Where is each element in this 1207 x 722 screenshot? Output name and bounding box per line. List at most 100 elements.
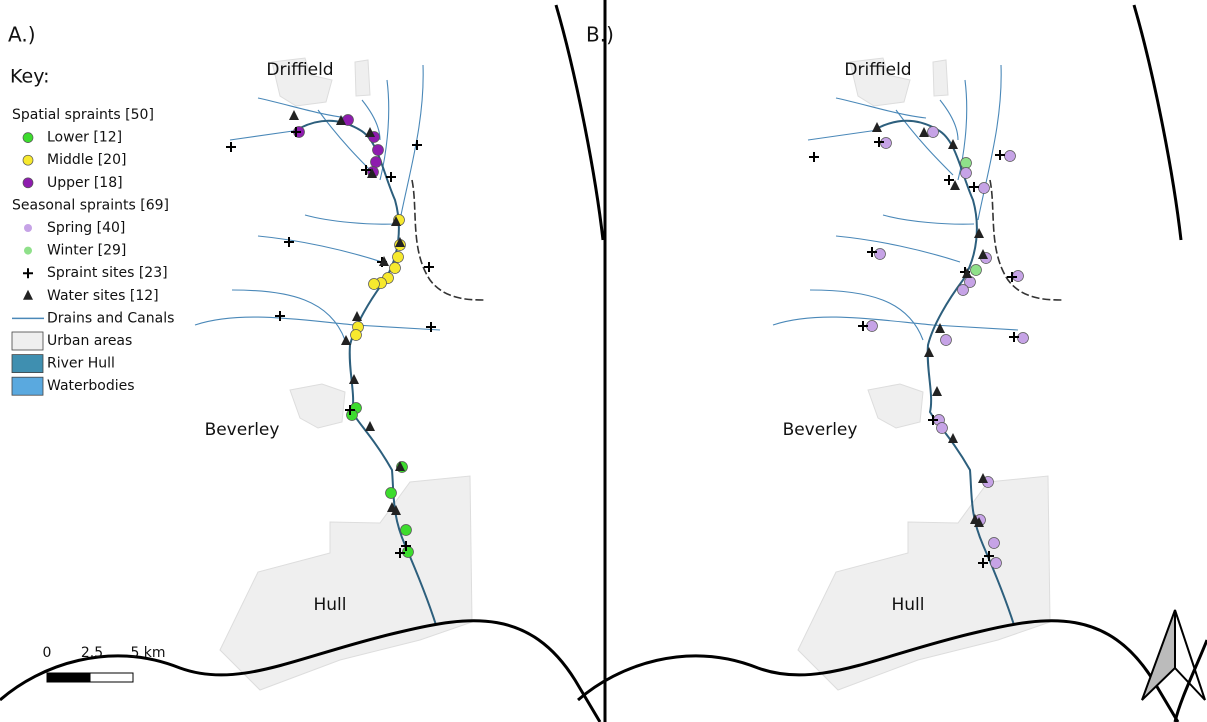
water-site	[379, 256, 389, 266]
water-site	[352, 311, 362, 321]
water-site	[367, 168, 377, 178]
coastline	[0, 619, 602, 722]
spraint-point	[970, 264, 982, 276]
coastline	[1173, 639, 1207, 722]
water-site	[349, 374, 359, 384]
spraint-point	[988, 537, 1000, 549]
spraint-site	[23, 268, 33, 279]
drain	[257, 235, 383, 263]
place-name: Driffield	[266, 60, 333, 80]
legend-entry: Upper [18]	[47, 175, 123, 191]
spraint-site	[995, 150, 1005, 160]
place-name: Beverley	[783, 420, 858, 440]
legend-symbol	[11, 354, 44, 374]
spraint-point	[400, 524, 412, 536]
urban-area	[932, 59, 949, 97]
spraint-point	[368, 278, 380, 290]
legend-entry: Drains and Canals	[47, 310, 174, 326]
spraint-site	[1007, 272, 1017, 282]
water-site	[935, 323, 945, 333]
spraint-point	[370, 156, 382, 168]
legend-title: Key:	[10, 66, 49, 88]
water-site	[872, 122, 882, 132]
spraint-point	[927, 126, 939, 138]
scale-label: 2.5	[81, 645, 103, 661]
scale-label: 0	[43, 645, 52, 661]
spraint-site	[858, 321, 868, 331]
canal	[989, 179, 1064, 301]
legend-entry: Spring [40]	[47, 220, 125, 236]
water-site	[948, 433, 958, 443]
spraint-site	[226, 142, 236, 152]
urban-area	[271, 57, 333, 107]
legend-entry: Water sites [12]	[47, 288, 159, 304]
legend-entry: Urban areas	[47, 333, 132, 349]
legend-entry: River Hull	[47, 356, 115, 372]
map-panel: A.) Driffield Beverley Hull	[0, 4, 605, 722]
urban-area	[867, 383, 924, 429]
water-site	[365, 421, 375, 431]
place-name: Hull	[891, 595, 924, 615]
drain	[835, 97, 927, 119]
spraint-site	[361, 165, 371, 175]
legend-symbol	[24, 246, 32, 255]
scale-bar	[46, 672, 91, 683]
legend-symbol	[22, 154, 34, 166]
spraint-point	[372, 144, 384, 156]
water-site	[948, 139, 958, 149]
urban-area	[797, 475, 1051, 691]
water-site	[395, 461, 405, 471]
coastline	[577, 619, 1180, 722]
spraint-point	[1017, 332, 1029, 344]
water-site	[978, 473, 988, 483]
water-site	[341, 335, 351, 345]
drain	[304, 214, 397, 225]
water-site	[289, 110, 299, 120]
legend-entry: Spatial spraints [50]	[12, 107, 154, 123]
place-name: Beverley	[205, 420, 280, 440]
panel-label: B.)	[586, 23, 614, 47]
water-site	[919, 127, 929, 137]
drain	[835, 235, 961, 263]
drain	[939, 99, 959, 141]
drain	[257, 97, 349, 119]
spraint-point	[389, 262, 401, 274]
water-site	[391, 505, 401, 515]
north-arrow	[1141, 609, 1176, 701]
legend-symbol	[24, 224, 32, 232]
spraint-site	[928, 415, 938, 425]
water-site	[23, 289, 33, 300]
spraint-site	[401, 541, 411, 551]
water-site	[336, 115, 346, 125]
legend-entry: Winter [29]	[47, 243, 126, 259]
spraint-point	[874, 248, 886, 260]
spraint-point	[392, 251, 404, 263]
urban-area	[849, 57, 911, 107]
spraint-site	[874, 137, 884, 147]
canal	[411, 179, 486, 301]
drain	[379, 79, 390, 181]
urban-area	[354, 59, 371, 97]
spraint-site	[426, 322, 436, 332]
scale-bar	[89, 672, 134, 683]
spraint-site	[284, 237, 294, 247]
legend-symbol	[22, 177, 34, 189]
legend-entry: Waterbodies	[47, 378, 135, 394]
drain	[957, 79, 968, 181]
panel-label: A.)	[8, 23, 36, 47]
water-site	[950, 180, 960, 190]
legend-entry: Lower [12]	[47, 130, 122, 146]
spraint-point	[936, 422, 948, 434]
drain	[895, 109, 954, 176]
drain	[772, 316, 1019, 331]
spraint-site	[424, 262, 434, 272]
spraint-point	[1004, 150, 1016, 162]
spraint-site	[944, 175, 954, 185]
drain	[194, 316, 441, 331]
spraint-point	[346, 409, 358, 421]
spraint-site	[1009, 332, 1019, 342]
place-name: Hull	[313, 595, 346, 615]
coastline	[1132, 4, 1183, 241]
spraint-point	[960, 167, 972, 179]
spraint-site	[809, 152, 819, 162]
